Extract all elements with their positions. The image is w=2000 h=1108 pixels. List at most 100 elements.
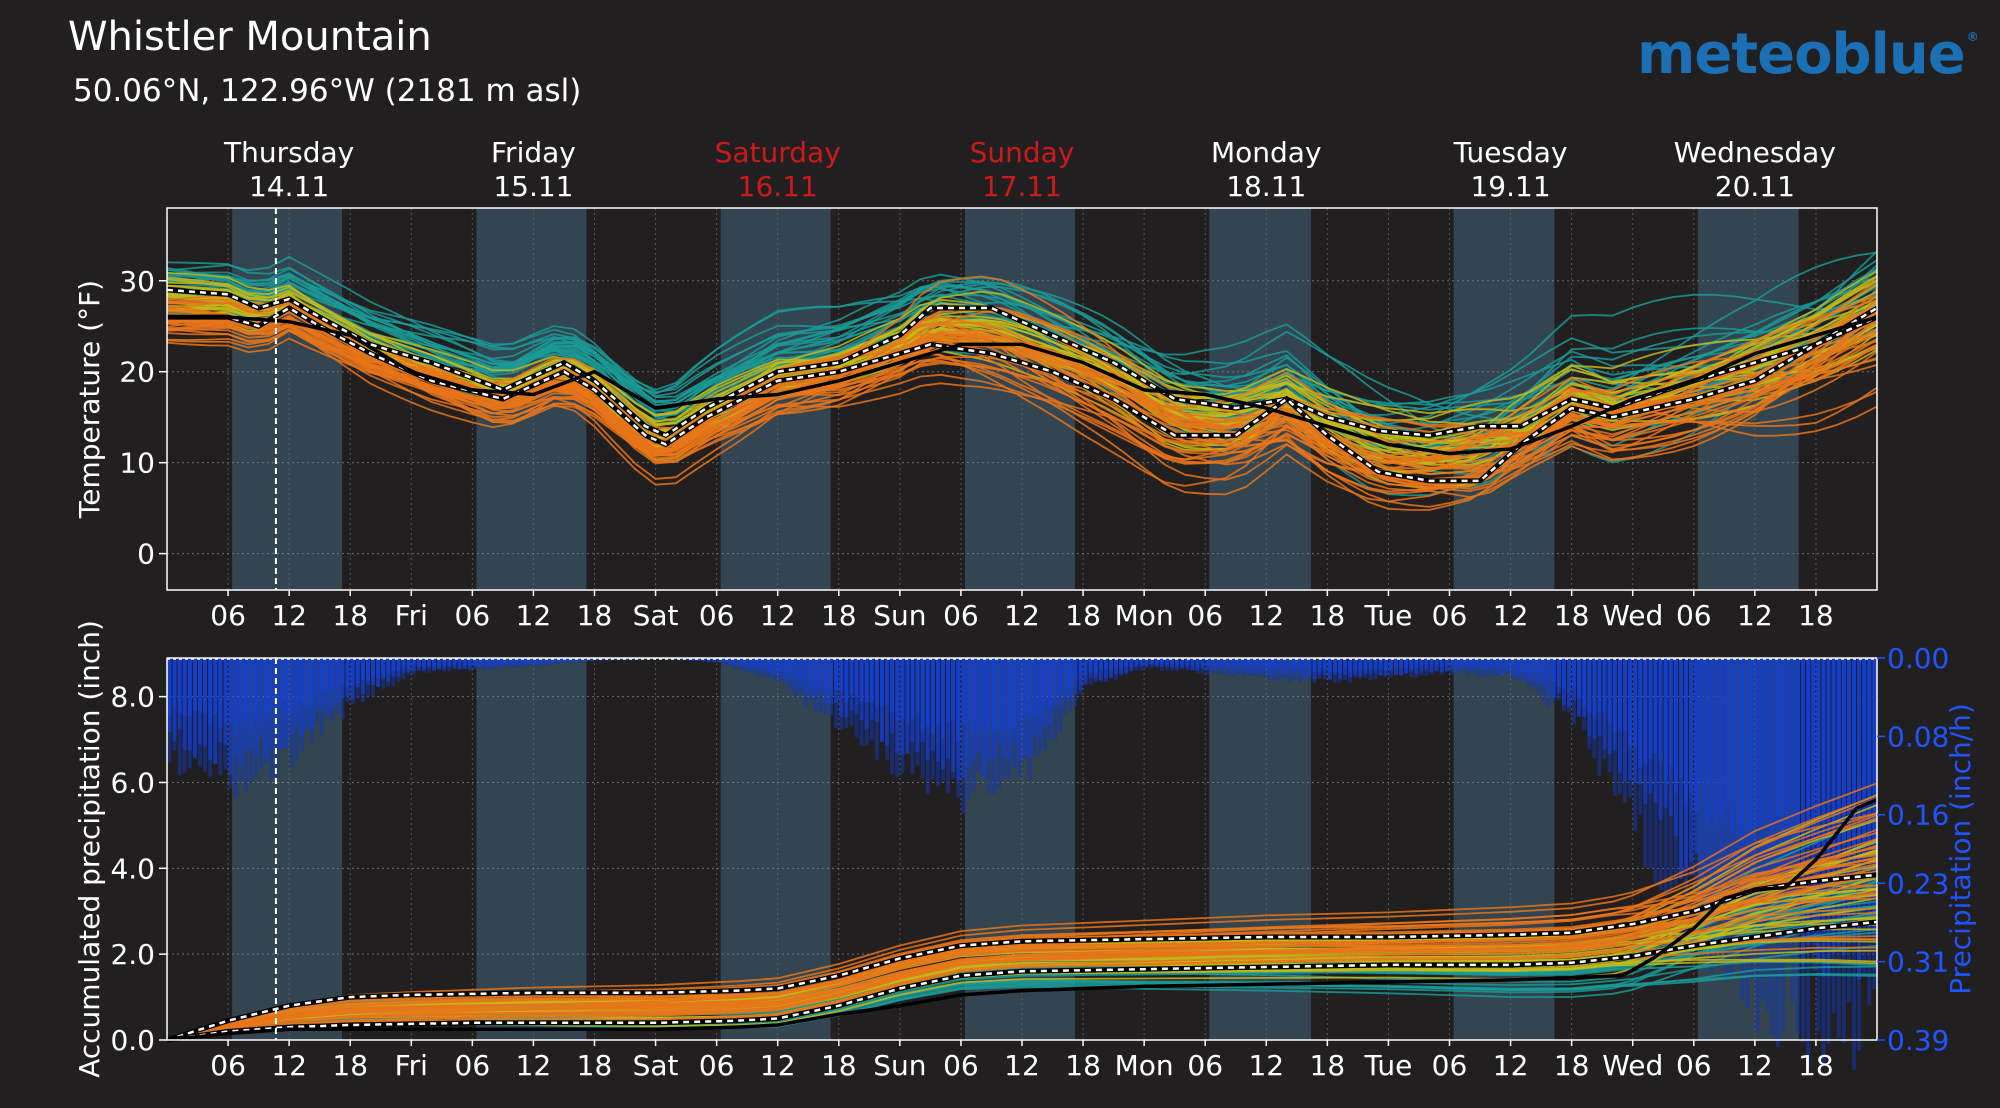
x-tick-label: Sun <box>873 599 926 632</box>
precip-bar <box>1399 658 1403 676</box>
precip-bar <box>1287 658 1292 683</box>
precip-bar <box>279 658 284 751</box>
x-tick-label: 12 <box>1493 599 1529 632</box>
precip-bar <box>345 658 350 703</box>
x-tick-label: 12 <box>271 599 307 632</box>
precip-bar <box>1765 658 1770 1011</box>
precip-bar <box>1241 658 1246 677</box>
y2-tick-label: 0.31 <box>1887 946 1949 979</box>
precip-bar <box>1327 658 1332 680</box>
precip-bar <box>1460 658 1465 672</box>
ensemble-mean-outline <box>166 287 1879 439</box>
precip-bar <box>1215 658 1220 674</box>
precip-bar <box>1144 658 1149 668</box>
precip-bar <box>350 658 355 705</box>
x-tick-label: 12 <box>760 599 796 632</box>
precip-bar <box>1455 658 1459 673</box>
precip-bar <box>844 658 849 728</box>
precip-bar <box>1607 658 1612 773</box>
precip-bar <box>1373 658 1378 680</box>
precip-bar <box>539 658 543 667</box>
x-tick-label: 12 <box>271 1049 307 1082</box>
precip-bar <box>1261 658 1266 677</box>
x-tick-label: 18 <box>1554 599 1590 632</box>
x-tick-label: 06 <box>1432 599 1468 632</box>
precip-bar <box>1368 658 1373 681</box>
x-tick-label: 18 <box>332 599 368 632</box>
precip-bar <box>1032 658 1037 756</box>
x-tick-label: 12 <box>1004 1049 1040 1082</box>
precip-bar <box>228 658 233 789</box>
ensemble-member-line <box>166 269 1878 435</box>
precip-bar <box>1190 658 1195 671</box>
x-tick-label: 06 <box>210 599 246 632</box>
precip-bar <box>477 658 482 670</box>
precip-bar <box>1480 658 1485 678</box>
precipitation-panel: 0.0 2.0 4.0 6.0 8.0 0.00 0.08 0.16 0.23 0.31 0.39 P… <box>73 620 1977 1082</box>
precip-bar <box>427 658 431 673</box>
ensemble-member-line <box>166 274 1878 435</box>
precip-bar <box>1623 658 1627 803</box>
ensemble-member-line <box>166 286 1878 464</box>
precip-bar <box>1572 658 1577 725</box>
precip-bar <box>1587 658 1592 750</box>
precip-bar <box>1047 658 1052 741</box>
precip-bar <box>1841 658 1846 1044</box>
precip-bar <box>803 658 808 707</box>
precip-bar <box>1017 658 1022 777</box>
precip-bar <box>335 658 340 715</box>
precip-bar <box>834 658 839 729</box>
precip-bar <box>243 658 248 792</box>
meteoblue-logo[interactable]: meteoblue ® <box>1637 22 1979 87</box>
x-tick-label: Fri <box>395 1049 428 1082</box>
precip-bar <box>376 658 381 686</box>
precip-bar <box>1002 658 1007 779</box>
precip-bar <box>248 658 253 783</box>
precip-bar <box>1785 658 1790 956</box>
precip-bar <box>813 658 818 712</box>
precip-bar <box>432 658 437 671</box>
precip-bar <box>421 658 426 673</box>
x-tick-label: Mon <box>1115 1049 1174 1082</box>
x-tick-label: 18 <box>577 1049 613 1082</box>
precip-bar <box>1093 658 1098 682</box>
precip-bar <box>762 658 767 678</box>
precip-bar <box>1500 658 1505 675</box>
precip-bar <box>1124 658 1129 675</box>
precip-bar <box>910 658 915 775</box>
precip-bar <box>569 658 574 664</box>
precip-bar <box>849 658 854 726</box>
precip-bar <box>304 658 309 730</box>
precip-bar <box>981 658 986 777</box>
ensemble-member-line <box>166 305 1878 492</box>
precip-bar <box>1180 658 1185 670</box>
precip-bar <box>1490 658 1495 677</box>
precip-bar <box>554 658 559 664</box>
ensemble-mean-line <box>166 873 1878 1042</box>
precip-bar <box>483 658 487 671</box>
precip-bar <box>961 658 966 814</box>
precip-bar <box>1098 658 1103 682</box>
ensemble-mean-line <box>166 920 1878 1042</box>
precip-bar <box>966 658 971 800</box>
precip-bar <box>768 658 772 678</box>
precip-bar <box>1353 658 1358 678</box>
precip-bar <box>1343 658 1348 681</box>
precip-bar <box>310 658 314 743</box>
precip-bar <box>1485 658 1490 678</box>
control-run-line <box>167 315 1878 456</box>
precip-bar <box>859 658 864 746</box>
precip-bar <box>401 658 406 679</box>
ensemble-mean-line <box>167 306 1878 483</box>
precip-bar <box>732 658 737 669</box>
x-tick-label: 06 <box>699 1049 735 1082</box>
precip-bar <box>951 658 956 779</box>
precip-bar <box>396 658 401 682</box>
precip-bar <box>595 658 599 661</box>
ensemble-member-line <box>166 305 1878 488</box>
precip-bar <box>1450 658 1454 675</box>
precip-bar <box>869 658 874 741</box>
precip-bar <box>1755 658 1760 1032</box>
x-tick-label: 18 <box>821 1049 857 1082</box>
day-name-label: Tuesday <box>1453 136 1568 169</box>
